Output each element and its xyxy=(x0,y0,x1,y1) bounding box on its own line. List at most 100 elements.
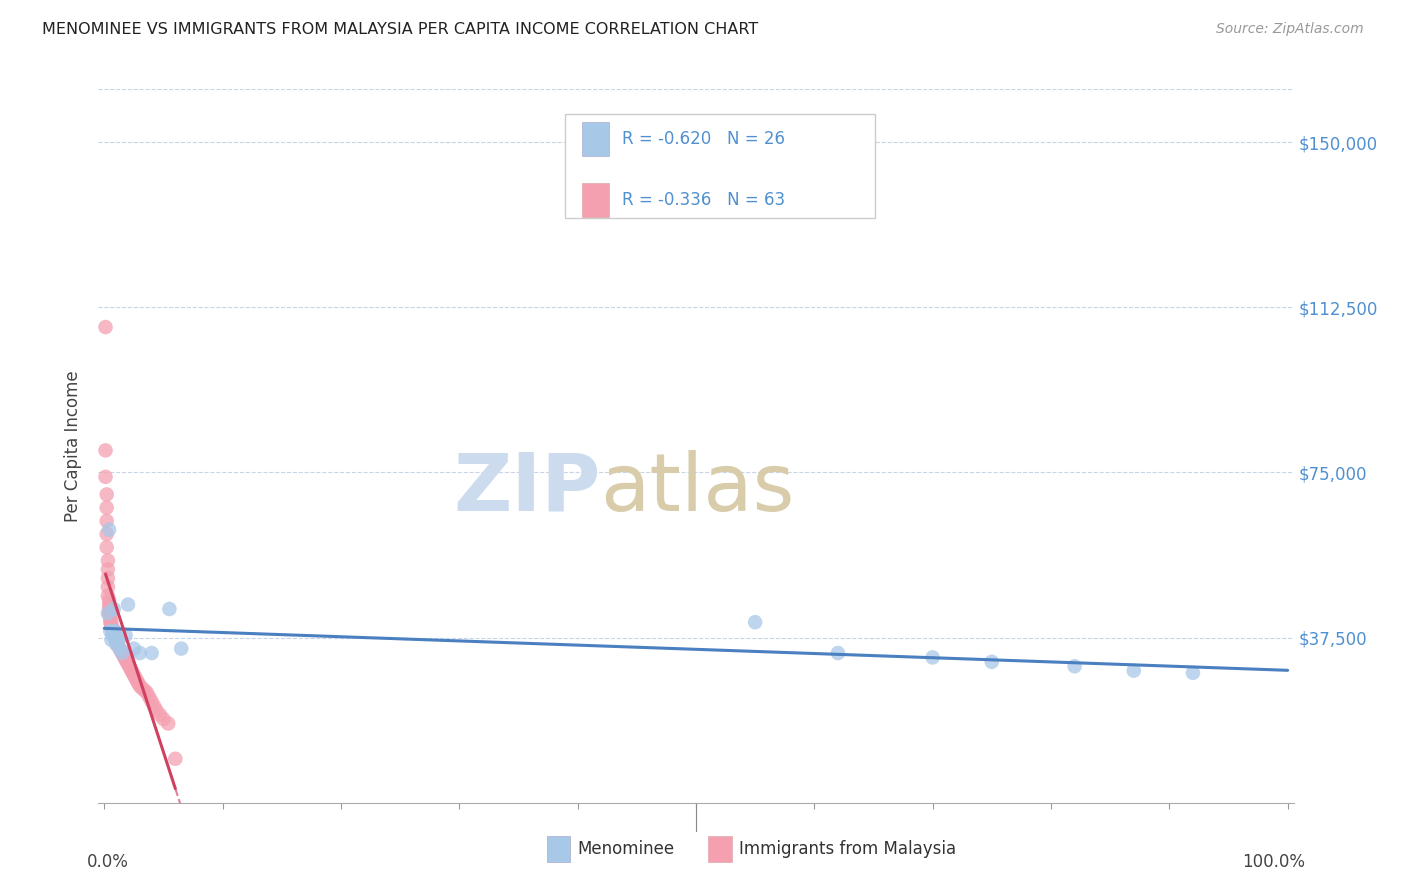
Text: R = -0.336   N = 63: R = -0.336 N = 63 xyxy=(621,191,785,209)
Point xyxy=(827,646,849,660)
Point xyxy=(1063,659,1085,673)
Point xyxy=(105,637,128,651)
Point xyxy=(94,320,117,334)
Point xyxy=(1181,665,1204,680)
Point xyxy=(127,674,149,689)
Text: Source: ZipAtlas.com: Source: ZipAtlas.com xyxy=(1216,22,1364,37)
Text: atlas: atlas xyxy=(600,450,794,528)
Point xyxy=(97,580,120,594)
Point xyxy=(118,659,141,673)
Point xyxy=(105,637,128,651)
Point xyxy=(98,615,121,630)
Point xyxy=(101,624,124,638)
Point xyxy=(98,611,121,625)
Point xyxy=(100,615,122,630)
Point xyxy=(143,698,166,713)
Point xyxy=(101,628,124,642)
FancyBboxPatch shape xyxy=(582,122,609,156)
Point xyxy=(97,571,120,585)
Point xyxy=(124,670,146,684)
Y-axis label: Per Capita Income: Per Capita Income xyxy=(65,370,83,522)
FancyBboxPatch shape xyxy=(582,183,609,217)
Point xyxy=(120,661,142,675)
Point xyxy=(98,624,121,638)
Text: Menominee: Menominee xyxy=(578,840,675,858)
Point xyxy=(115,655,138,669)
Point xyxy=(98,593,121,607)
Point xyxy=(117,657,139,671)
Point xyxy=(96,500,118,515)
Point xyxy=(121,664,143,678)
Text: 100.0%: 100.0% xyxy=(1243,853,1305,871)
Point xyxy=(103,624,125,638)
Point xyxy=(980,655,1002,669)
Point xyxy=(744,615,766,630)
Point xyxy=(96,487,118,501)
Point xyxy=(157,602,180,616)
Point xyxy=(105,632,128,647)
Point xyxy=(104,631,127,645)
Point xyxy=(136,686,159,700)
Point xyxy=(97,553,120,567)
Point xyxy=(100,619,122,633)
Point xyxy=(122,668,145,682)
Point xyxy=(1122,664,1144,678)
FancyBboxPatch shape xyxy=(547,837,571,862)
Point xyxy=(165,752,187,766)
Point xyxy=(97,607,120,621)
Point xyxy=(170,641,193,656)
Point xyxy=(97,562,120,576)
Point xyxy=(111,646,134,660)
Point xyxy=(134,683,156,698)
Text: R = -0.620   N = 26: R = -0.620 N = 26 xyxy=(621,130,785,148)
Point xyxy=(121,665,143,680)
Point xyxy=(104,628,127,642)
Point xyxy=(138,690,160,704)
Point xyxy=(96,527,118,541)
Point xyxy=(103,626,125,640)
Point xyxy=(114,653,136,667)
Point xyxy=(125,673,148,687)
Point xyxy=(96,541,118,555)
Point xyxy=(103,602,125,616)
Point xyxy=(141,646,163,660)
Point xyxy=(110,644,132,658)
Point xyxy=(107,640,129,654)
Point xyxy=(107,632,129,647)
Point xyxy=(128,679,150,693)
Point xyxy=(98,523,121,537)
Point xyxy=(131,681,153,696)
Point xyxy=(98,607,121,621)
Point xyxy=(921,650,943,665)
Point xyxy=(98,602,121,616)
FancyBboxPatch shape xyxy=(709,837,733,862)
Text: ZIP: ZIP xyxy=(453,450,600,528)
Point xyxy=(98,611,121,625)
Point xyxy=(98,607,121,621)
Point xyxy=(152,712,174,726)
Point xyxy=(117,598,139,612)
Text: MENOMINEE VS IMMIGRANTS FROM MALAYSIA PER CAPITA INCOME CORRELATION CHART: MENOMINEE VS IMMIGRANTS FROM MALAYSIA PE… xyxy=(42,22,758,37)
Point xyxy=(105,632,128,647)
Point xyxy=(128,646,150,660)
Point xyxy=(141,694,163,708)
Point xyxy=(96,514,118,528)
Point xyxy=(105,635,128,649)
Point xyxy=(114,650,136,665)
FancyBboxPatch shape xyxy=(565,114,875,218)
Text: Immigrants from Malaysia: Immigrants from Malaysia xyxy=(740,840,956,858)
Point xyxy=(98,598,121,612)
Point xyxy=(100,632,122,647)
Point xyxy=(94,443,117,458)
Point xyxy=(101,622,124,636)
Point xyxy=(108,641,131,656)
Text: 0.0%: 0.0% xyxy=(87,853,128,871)
Point xyxy=(112,648,135,663)
Point xyxy=(104,624,127,638)
Point xyxy=(100,619,122,633)
Point xyxy=(128,677,150,691)
Point xyxy=(122,641,145,656)
Point xyxy=(94,470,117,484)
Point xyxy=(157,716,180,731)
Point xyxy=(145,703,167,717)
